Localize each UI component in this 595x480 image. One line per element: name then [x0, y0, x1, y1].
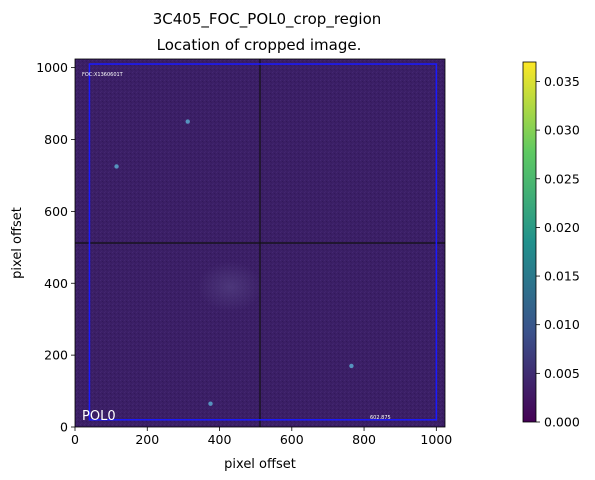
bright-spot: [349, 363, 354, 369]
colorbar-tick-label: 0.025: [544, 171, 580, 186]
colorbar-tick-label: 0.010: [544, 317, 580, 332]
colorbar-tick-label: 0.015: [544, 269, 580, 284]
y-tick-label: 0: [60, 420, 68, 435]
x-tick-label: 800: [352, 432, 376, 447]
y-tick-label: 200: [44, 348, 68, 363]
x-tick-label: 400: [208, 432, 232, 447]
y-tick-label: 600: [44, 204, 68, 219]
y-tick-label: 1000: [36, 60, 68, 75]
bright-spot: [185, 119, 190, 124]
x-tick-label: 1000: [420, 432, 452, 447]
x-tick-label: 600: [280, 432, 304, 447]
chart-title: 3C405_FOC_POL0_crop_region: [153, 10, 382, 29]
plot-area: [75, 59, 445, 427]
y-axis-label: pixel offset: [10, 207, 25, 279]
x-axis-label: pixel offset: [224, 457, 296, 472]
image-header-text: FOC:X1360601T: [82, 72, 124, 78]
x-axis: 0 200 400 600 800 1000: [71, 427, 452, 447]
bright-spot: [208, 401, 213, 406]
chart-subtitle: Location of cropped image.: [157, 36, 362, 54]
colorbar-gradient: [522, 61, 537, 423]
x-tick-label: 200: [135, 432, 159, 447]
bright-spot: [114, 164, 119, 169]
colorbar: 0.000 0.005 0.010 0.015 0.020 0.025 0.030 0.035: [522, 61, 580, 430]
colorbar-tick-label: 0.020: [544, 220, 580, 235]
y-tick-label: 400: [44, 276, 68, 291]
colorbar-tick-label: 0.030: [544, 123, 580, 138]
corner-value-text: 602.875: [370, 415, 391, 421]
diffuse-emission-region: [197, 261, 263, 312]
image-label: POL0: [82, 409, 116, 424]
colorbar-tick-label: 0.000: [544, 415, 580, 430]
x-tick-label: 0: [71, 432, 79, 447]
colorbar-tick-label: 0.035: [544, 74, 580, 89]
colorbar-tick-label: 0.005: [544, 366, 580, 381]
y-axis: 0 200 400 600 800 1000: [36, 60, 75, 435]
y-tick-label: 800: [44, 132, 68, 147]
crop-region-rectangle: [88, 63, 438, 421]
plot-frame: [74, 58, 446, 428]
